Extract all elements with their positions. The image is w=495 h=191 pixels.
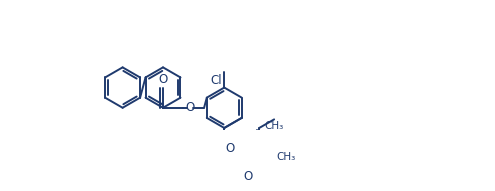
Text: O: O: [226, 142, 235, 155]
Text: O: O: [158, 73, 168, 86]
Text: O: O: [243, 170, 252, 183]
Text: O: O: [185, 101, 195, 114]
Text: CH₃: CH₃: [276, 152, 296, 162]
Text: CH₃: CH₃: [264, 121, 284, 131]
Text: Cl: Cl: [211, 74, 222, 87]
